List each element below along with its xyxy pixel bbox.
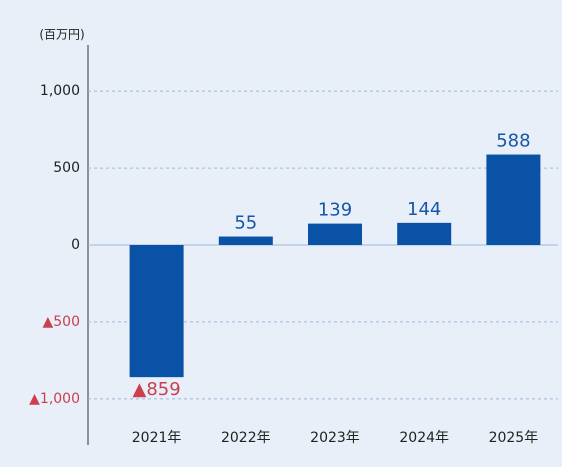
y-tick-label: 1,000 xyxy=(40,83,80,99)
bar xyxy=(486,154,541,245)
bar xyxy=(129,245,184,378)
bar xyxy=(308,223,362,245)
y-axis-label: (百万円) xyxy=(39,28,84,42)
x-tick-label: 2024年 xyxy=(399,430,449,446)
x-tick-label: 2022年 xyxy=(221,430,271,446)
y-tick-label: ▲500 xyxy=(43,314,81,330)
value-label: 55 xyxy=(234,213,257,234)
x-tick-label: 2023年 xyxy=(310,430,360,446)
value-label: 144 xyxy=(407,199,441,220)
y-tick-label: 500 xyxy=(53,160,80,176)
value-label: 139 xyxy=(318,200,352,221)
value-label: 588 xyxy=(496,131,530,152)
bar xyxy=(218,236,273,245)
x-tick-label: 2025年 xyxy=(489,430,539,446)
y-tick-label: 0 xyxy=(71,237,80,253)
y-tick-label: ▲1,000 xyxy=(29,391,80,407)
value-label: ▲859 xyxy=(132,379,180,400)
bar xyxy=(397,222,452,245)
x-tick-label: 2021年 xyxy=(132,430,182,446)
